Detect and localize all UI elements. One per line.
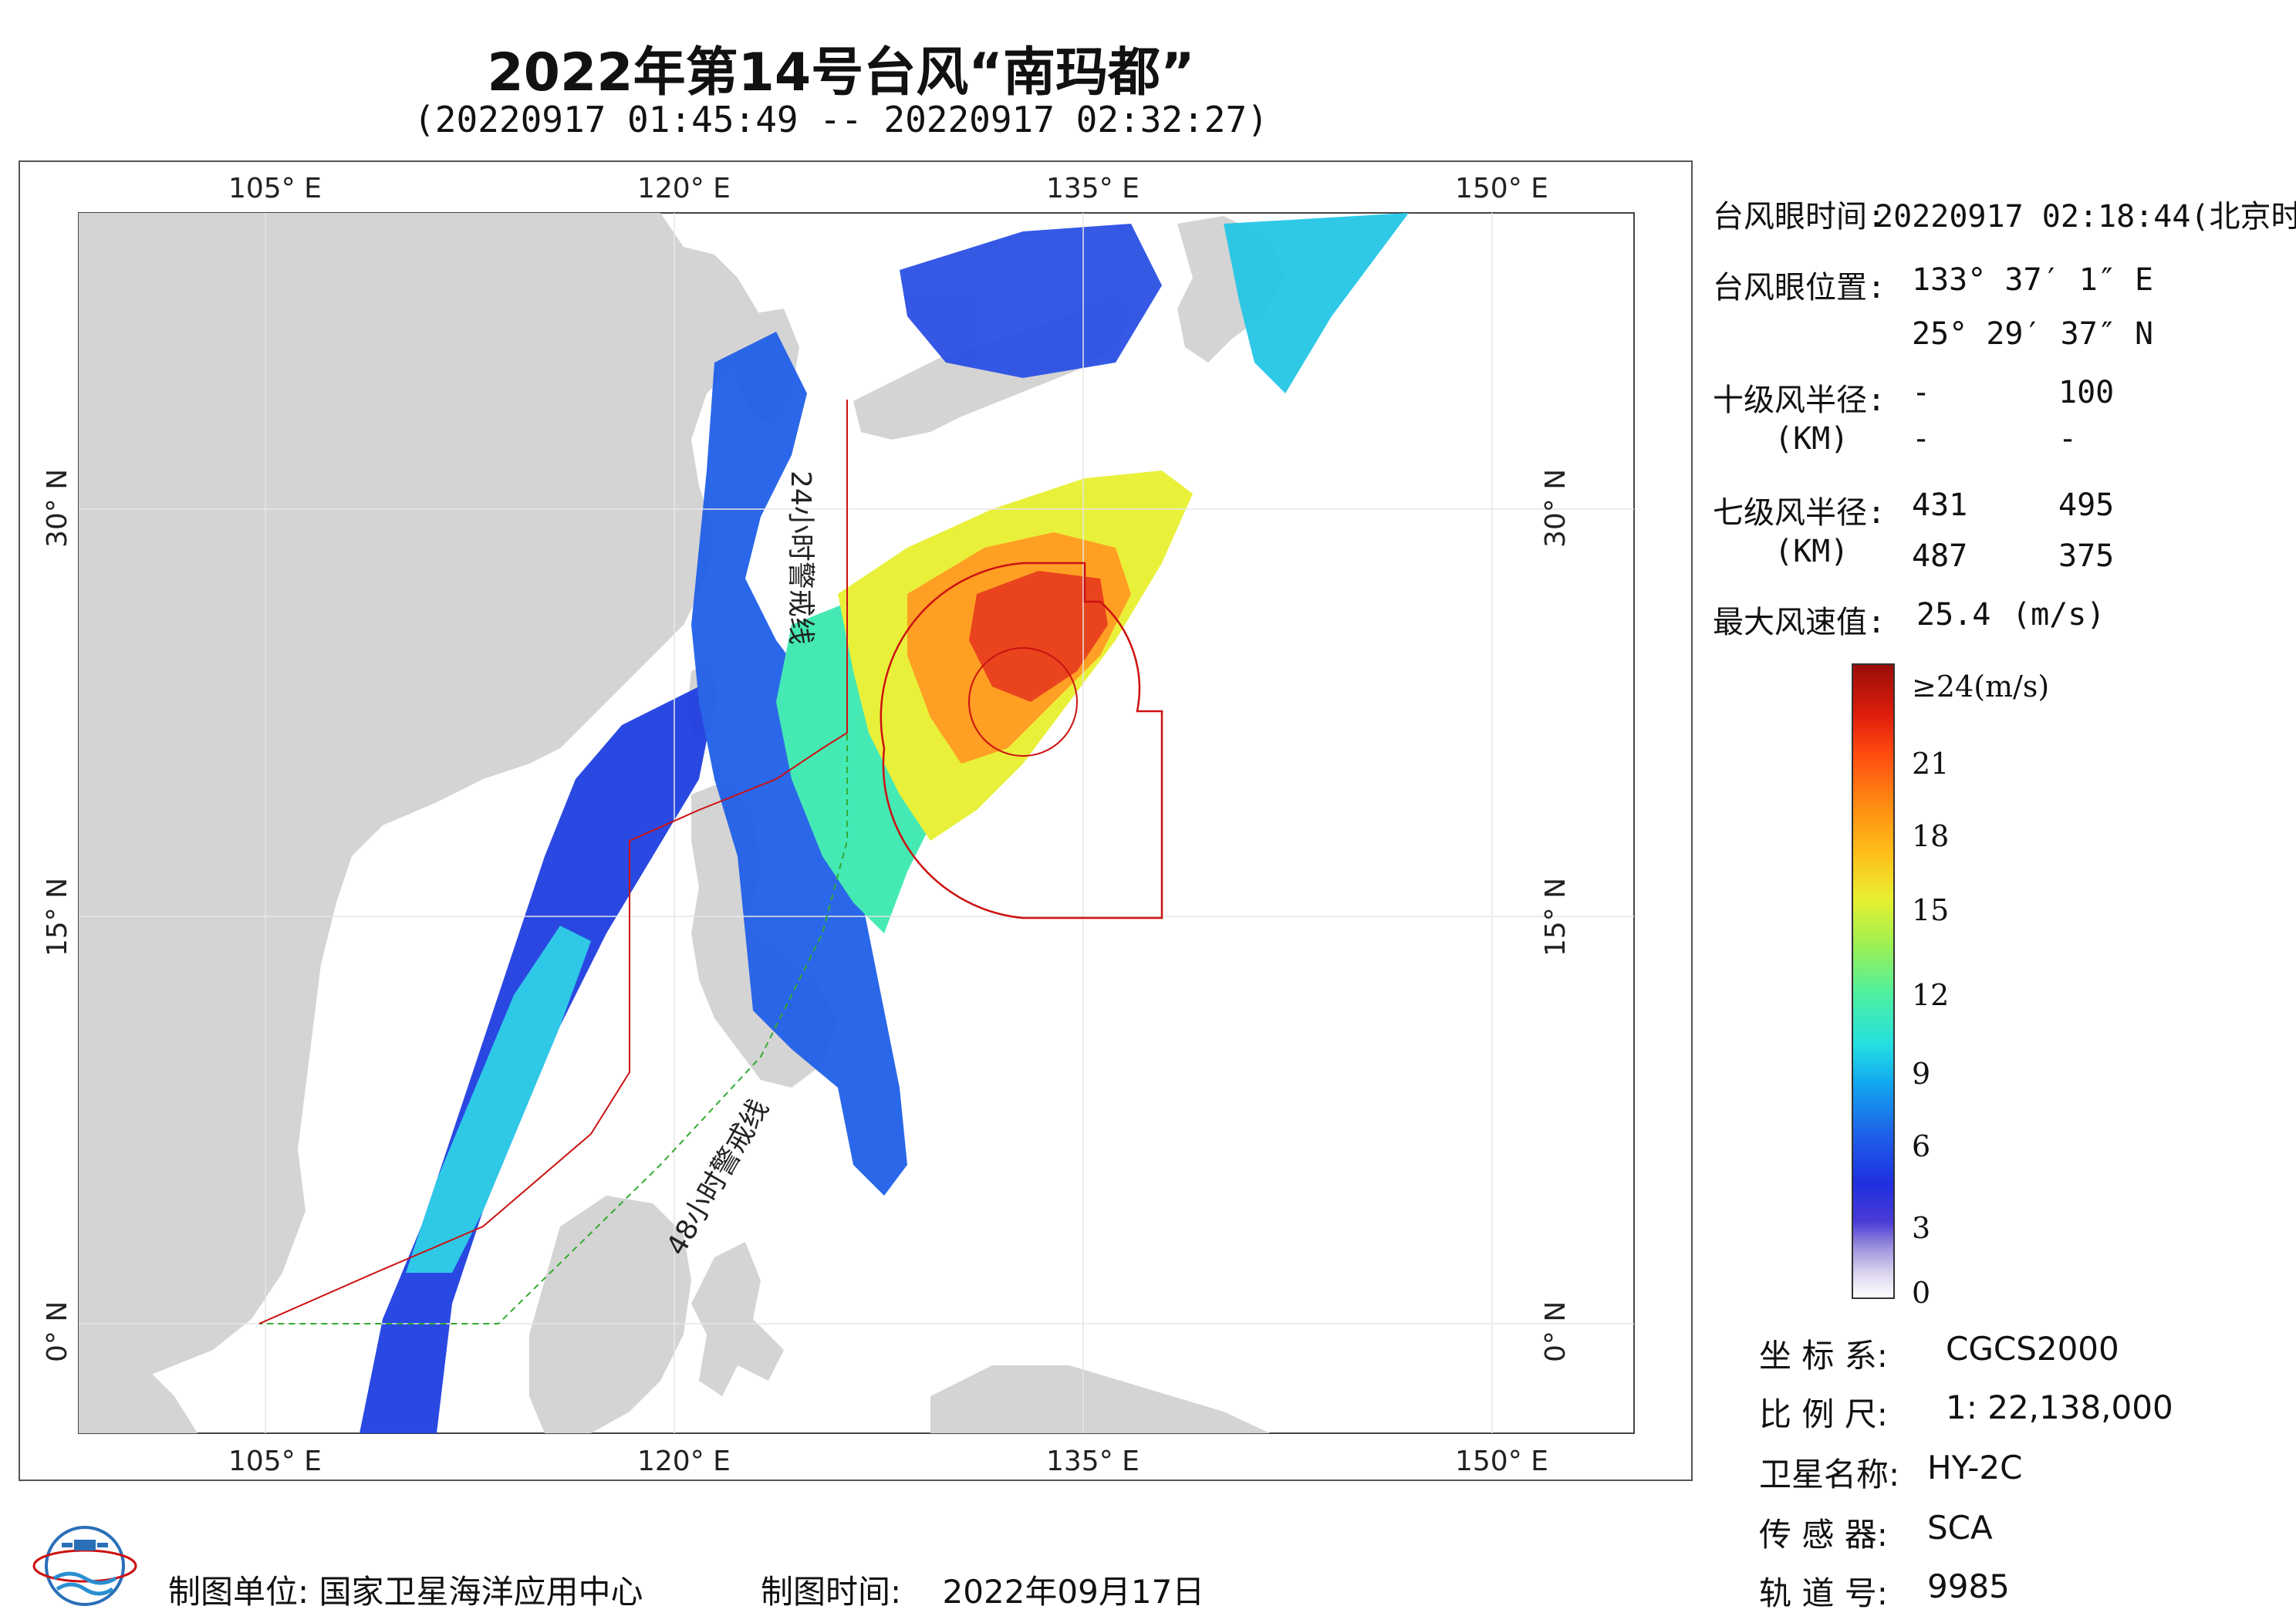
footer-time-label: 制图时间: xyxy=(761,1573,902,1611)
r7-value: 487 xyxy=(1912,538,1968,574)
land-mainland xyxy=(79,213,761,1412)
axis-right-labels: 30° N 15° N 0° N xyxy=(1540,469,1572,1362)
max-wind-value: 25.4 xyxy=(1916,597,1991,633)
axis-top-label: 120° E xyxy=(637,173,731,204)
axis-left-labels: 30° N 15° N 0° N xyxy=(42,469,73,1362)
axis-right-label: 0° N xyxy=(1540,1301,1572,1362)
land-borneo xyxy=(529,1196,691,1433)
wind-radius-10 xyxy=(968,647,1079,757)
map-subtitle: (20220917 01:45:49 -- 20220917 02:32:27) xyxy=(414,99,1268,140)
eye-position-label: 台风眼位置: xyxy=(1713,270,1886,305)
crs-label: 坐 标 系: xyxy=(1759,1337,1888,1375)
axis-bottom-label: 135° E xyxy=(1046,1446,1140,1477)
wind-radius-7 xyxy=(880,562,1163,919)
axis-right-label: 30° N xyxy=(1540,469,1572,548)
colorbar-label: 3 xyxy=(1912,1211,1931,1245)
r10-label: 十级风半径: xyxy=(1713,383,1886,418)
r7-value: 375 xyxy=(2058,538,2115,574)
max-wind-unit: (m/s) xyxy=(2012,597,2105,633)
land-areas xyxy=(79,213,1285,1433)
colorbar-label: 9 xyxy=(1912,1057,1931,1091)
orbit-label: 轨 道 号: xyxy=(1759,1574,1888,1612)
colorbar-label: 15 xyxy=(1912,893,1950,927)
eye-latitude: 25° 29′ 37″ N xyxy=(1912,316,2154,352)
axis-right-label: 15° N xyxy=(1540,878,1572,957)
warning-line-48h xyxy=(259,400,848,1324)
axis-bottom-labels: 105° E 120° E 135° E 150° E xyxy=(228,1446,1548,1477)
axis-top-label: 105° E xyxy=(228,173,322,204)
land-sumatra xyxy=(79,1350,198,1433)
eye-time-value: 20220917 02:18:44(北京时) xyxy=(1875,199,2296,235)
r7-unit: (KM) xyxy=(1774,534,1849,569)
colorbar-label: 0 xyxy=(1912,1276,1931,1310)
axis-top-label: 135° E xyxy=(1046,173,1140,204)
eye-time-label: 台风眼时间: xyxy=(1713,199,1886,235)
map-canvas: 24小时警戒线 48小时警戒线 105° E 120° E 135° E 150… xyxy=(42,173,1635,1477)
axis-left-label: 30° N xyxy=(42,469,73,548)
swath-blue-north xyxy=(900,224,1162,378)
swath-red xyxy=(969,571,1108,702)
colorbar-label: 6 xyxy=(1912,1129,1931,1163)
footer-org-label: 制图单位: xyxy=(168,1573,309,1611)
footer-org-value: 国家卫星海洋应用中心 xyxy=(319,1573,643,1611)
agency-logo-icon xyxy=(32,1526,137,1606)
satellite-value: HY-2C xyxy=(1927,1449,2023,1486)
sensor-value: SCA xyxy=(1927,1509,1993,1547)
r10-value: - xyxy=(2058,421,2078,457)
scale-value: 1: 22,138,000 xyxy=(1946,1388,2173,1426)
colorbar-top-label: ≥24(m/s) xyxy=(1912,670,2050,704)
axis-bottom-label: 105° E xyxy=(228,1446,322,1477)
r7-value: 495 xyxy=(2058,488,2115,523)
colorbar-label: 18 xyxy=(1912,819,1950,853)
swath-cyan-west xyxy=(406,926,591,1273)
footer-org: 制图单位: 国家卫星海洋应用中心 xyxy=(168,1566,643,1613)
r7-value: 431 xyxy=(1912,488,1968,523)
footer-time: 制图时间: 2022年09月17日 xyxy=(761,1566,1204,1613)
r10-value: - xyxy=(1912,421,1931,457)
colorbar xyxy=(1852,663,1895,1299)
land-new-guinea xyxy=(930,1365,1270,1433)
axis-bottom-label: 150° E xyxy=(1455,1446,1548,1477)
footer-time-value: 2022年09月17日 xyxy=(942,1573,1205,1611)
warning-line-24h xyxy=(258,400,848,1324)
scale-label: 比 例 尺: xyxy=(1759,1395,1888,1433)
colorbar-label: 12 xyxy=(1912,978,1950,1012)
axis-left-label: 15° N xyxy=(42,878,73,957)
crs-value: CGCS2000 xyxy=(1946,1330,2119,1368)
gridlines xyxy=(79,213,1634,1433)
r10-value: 100 xyxy=(2058,375,2115,410)
axis-top-labels: 105° E 120° E 135° E 150° E xyxy=(228,173,1548,204)
satellite-label: 卫星名称: xyxy=(1759,1456,1900,1493)
axis-bottom-label: 120° E xyxy=(637,1446,731,1477)
land-sulawesi xyxy=(691,1242,784,1396)
map-frame: 24小时警戒线 48小时警戒线 105° E 120° E 135° E 150… xyxy=(19,160,1693,1481)
r10-value: - xyxy=(1912,375,1931,410)
r10-unit: (KM) xyxy=(1774,421,1849,457)
axis-top-label: 150° E xyxy=(1455,173,1548,204)
eye-longitude: 133° 37′ 1″ E xyxy=(1912,262,2154,298)
warning-label-24h: 24小时警戒线 xyxy=(785,471,816,645)
map-title: 2022年第14号台风“南玛都” xyxy=(487,42,1195,103)
r7-label: 七级风半径: xyxy=(1713,495,1886,531)
max-wind-label: 最大风速值: xyxy=(1713,605,1886,640)
colorbar-label: 21 xyxy=(1912,747,1950,781)
axis-left-label: 0° N xyxy=(42,1301,73,1362)
orbit-value: 9985 xyxy=(1927,1567,2010,1605)
sensor-label: 传 感 器: xyxy=(1759,1516,1888,1554)
swath-cyan-ne xyxy=(1224,213,1409,393)
